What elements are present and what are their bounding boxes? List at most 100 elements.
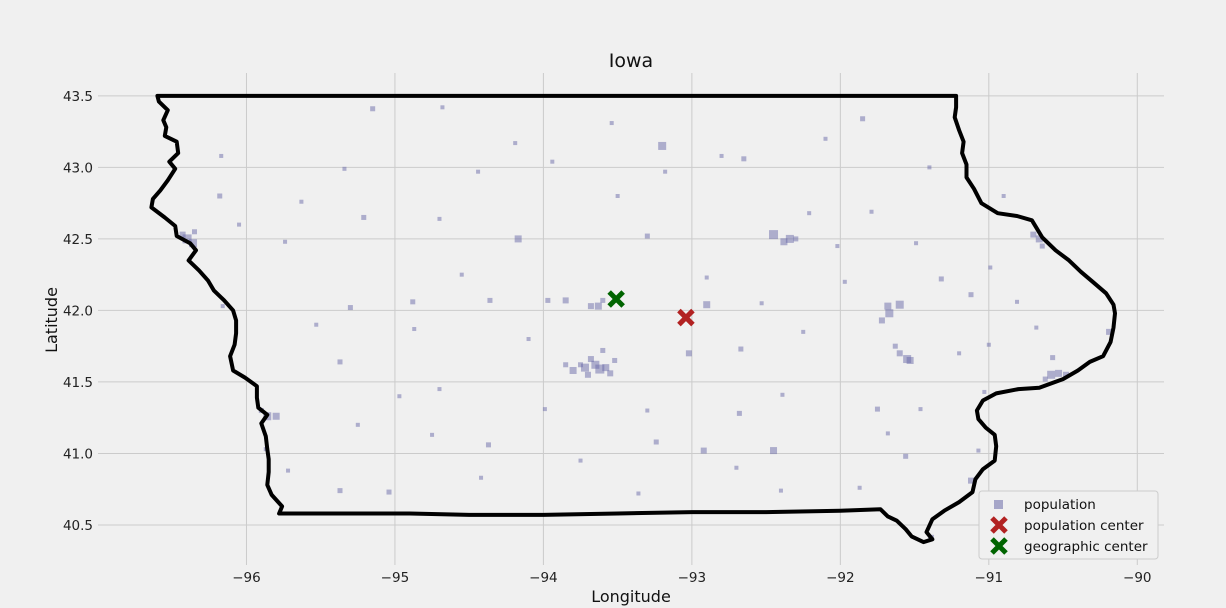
population-point — [437, 216, 442, 221]
population-point — [217, 193, 223, 199]
population-point — [895, 300, 904, 309]
population-point — [602, 364, 610, 372]
population-point — [793, 236, 799, 242]
population-point — [430, 432, 435, 437]
population-point — [860, 116, 866, 122]
population-point — [1035, 235, 1043, 243]
population-point — [342, 166, 347, 171]
population-point — [459, 272, 464, 277]
x-tick-label: −95 — [381, 570, 410, 586]
population-point — [957, 351, 962, 356]
population-point — [370, 106, 376, 112]
population-point — [580, 363, 589, 372]
population-point — [314, 322, 319, 327]
population-point — [584, 371, 591, 378]
population-point — [885, 431, 890, 436]
population-point — [857, 485, 862, 490]
x-axis-label: Longitude — [591, 587, 671, 606]
population-point — [578, 362, 584, 368]
population-point — [1015, 299, 1020, 304]
population-point — [807, 211, 812, 216]
legend-geographic-center-x — [990, 537, 1008, 555]
population-point — [594, 302, 602, 310]
population-point — [272, 412, 280, 420]
population-point — [192, 229, 198, 235]
population-point — [968, 292, 974, 298]
population-point — [476, 169, 481, 174]
population-point — [636, 491, 641, 496]
population-point — [736, 410, 742, 416]
population-point — [878, 317, 885, 324]
population-point — [644, 233, 650, 239]
population-point — [842, 279, 847, 284]
legend-population-marker — [994, 500, 1003, 509]
population-point — [988, 265, 993, 270]
population-point — [609, 121, 614, 126]
population-point — [337, 488, 343, 494]
population-point — [927, 165, 932, 170]
population-points — [179, 105, 1113, 541]
population-point — [283, 239, 288, 244]
population-point — [361, 214, 367, 220]
population-point — [437, 387, 442, 392]
population-point — [1039, 243, 1045, 249]
population-point — [801, 329, 806, 334]
population-point — [653, 439, 659, 445]
population-point — [219, 153, 224, 158]
population-point — [704, 275, 709, 280]
population-point — [874, 406, 880, 412]
population-point — [885, 309, 894, 318]
population-point — [719, 153, 724, 158]
geographic-center-marker — [607, 290, 625, 308]
population-point — [514, 235, 522, 243]
x-tick-label: −94 — [529, 570, 558, 586]
legend-population-center-x — [990, 516, 1008, 534]
population-point — [1063, 371, 1070, 378]
population-point — [220, 304, 225, 309]
population-point — [179, 231, 186, 238]
population-point — [386, 489, 392, 495]
population-point — [914, 241, 919, 246]
population-point — [918, 407, 923, 412]
population-point — [1050, 355, 1056, 361]
population-point — [1034, 325, 1039, 330]
y-tick-label: 43.5 — [63, 89, 93, 105]
population-point — [600, 297, 606, 303]
y-tick-label: 41.5 — [63, 375, 93, 391]
x-tick-label: −90 — [1123, 570, 1152, 586]
population-point — [237, 222, 242, 227]
population-point — [741, 156, 747, 162]
y-tick-label: 42.0 — [63, 303, 93, 319]
population-point — [595, 364, 605, 374]
population-point — [485, 442, 491, 448]
population-point — [738, 346, 744, 352]
legend-box — [978, 490, 1159, 560]
population-point — [780, 238, 788, 246]
population-point — [578, 458, 583, 463]
population-point — [563, 362, 569, 368]
population-point — [769, 230, 779, 240]
population-point — [896, 350, 903, 357]
population-point — [976, 448, 981, 453]
y-tick-labels: 40.5 41.0 41.5 42.0 42.5 43.0 43.5 — [63, 89, 93, 534]
population-point — [479, 475, 484, 480]
x-tick-label: −92 — [826, 570, 855, 586]
y-tick-label: 41.0 — [63, 446, 93, 462]
x-tick-label: −91 — [975, 570, 1004, 586]
population-point — [663, 169, 668, 174]
population-point — [337, 359, 343, 365]
population-point — [1106, 328, 1113, 335]
population-point — [884, 302, 892, 310]
population-point — [785, 234, 794, 243]
legend-geographic-center-marker — [990, 537, 1008, 555]
population-point — [703, 301, 711, 309]
chart-title: Iowa — [609, 50, 653, 72]
x-tick-label: −96 — [232, 570, 261, 586]
population-point — [397, 394, 402, 399]
population-point — [440, 105, 445, 110]
population-point — [591, 360, 600, 369]
population-point — [347, 305, 353, 311]
y-tick-label: 43.0 — [63, 160, 93, 176]
population-point — [835, 244, 840, 249]
